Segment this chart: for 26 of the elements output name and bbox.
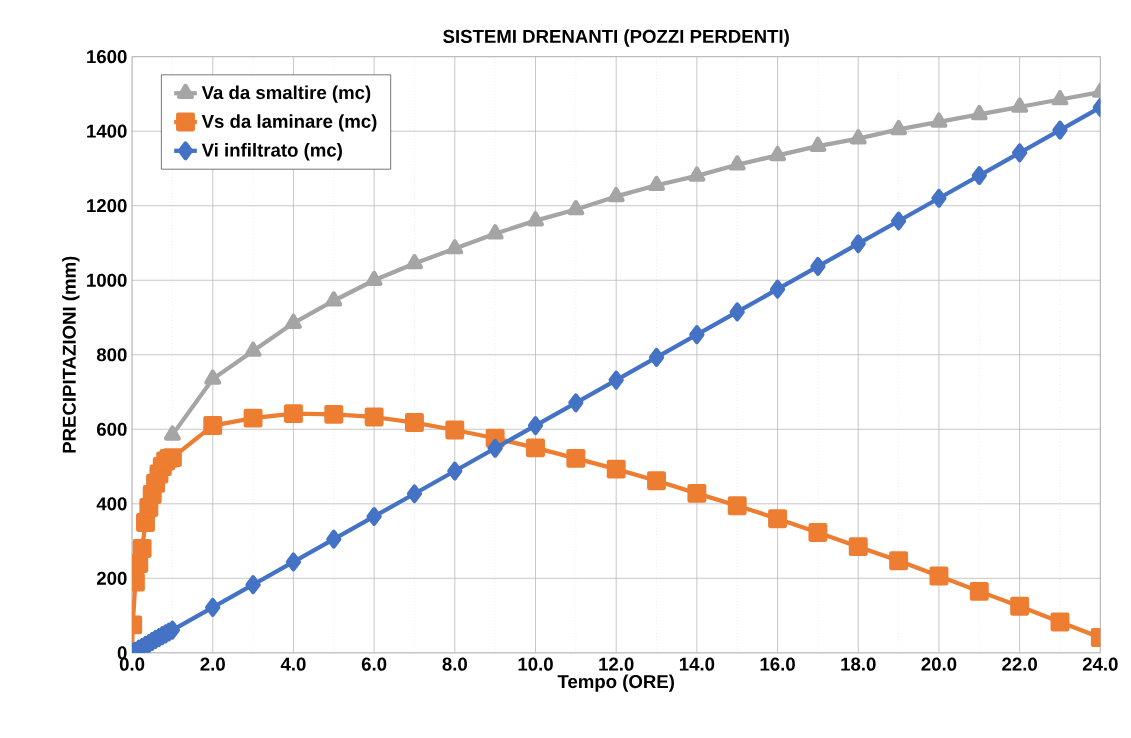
y-tick-label: 200	[96, 571, 127, 585]
x-tick-label: 18.0	[841, 657, 876, 671]
x-tick-label: 20.0	[921, 657, 957, 671]
x-tick-label: 22.0	[1002, 657, 1037, 671]
x-tick-label: 8.0	[442, 657, 467, 671]
y-tick-label: 400	[96, 497, 127, 511]
x-tick-label: 14.0	[679, 657, 715, 671]
y-tick-label: 1000	[87, 273, 127, 287]
chart-title: SISTEMI DRENANTI (POZZI PERDENTI)	[443, 29, 789, 47]
x-tick-label: 2.0	[200, 657, 225, 671]
x-tick-label: 10.0	[518, 657, 553, 671]
legend-label: Va da smaltire (mc)	[201, 85, 371, 103]
y-tick-label: 1400	[87, 124, 127, 138]
x-axis-title: Tempo (ORE)	[557, 674, 674, 692]
y-tick-label: 1600	[87, 49, 127, 64]
x-tick-label: 12.0	[599, 657, 634, 671]
y-axis-title: PRECIPITAZIONI (mm)	[62, 256, 80, 453]
legend-label: Vs da laminare (mc)	[201, 114, 377, 132]
x-tick-label: 24.0	[1082, 657, 1118, 671]
y-tick-label: 800	[96, 348, 127, 362]
y-tick-label: 1200	[87, 199, 127, 213]
x-tick-label: 4.0	[280, 657, 306, 671]
x-tick-label: 16.0	[760, 657, 795, 671]
x-tick-label: 6.0	[361, 657, 387, 671]
legend-label: Vi infiltrato (mc)	[201, 142, 342, 161]
y-tick-label: 600	[97, 422, 127, 436]
